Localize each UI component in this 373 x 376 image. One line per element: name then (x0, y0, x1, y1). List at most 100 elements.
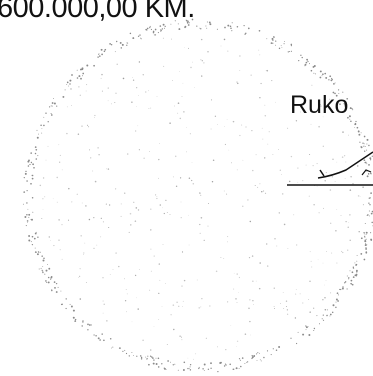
texture-dot (329, 98, 331, 100)
texture-dot (124, 300, 127, 302)
texture-dot (158, 177, 159, 179)
texture-dot (178, 305, 180, 307)
stipple-dot (352, 266, 354, 268)
texture-dot (220, 257, 222, 258)
texture-dot (93, 216, 95, 219)
texture-dot (287, 127, 289, 129)
stipple-dot (157, 32, 159, 34)
stipple-dot (95, 334, 97, 337)
texture-dot (211, 181, 214, 183)
texture-dot (259, 54, 261, 56)
stipple-dot (155, 357, 157, 359)
stipple-dot (66, 81, 69, 84)
stipple-dot (217, 370, 219, 373)
stipple-dot (191, 18, 194, 21)
stipple-dot (354, 262, 356, 264)
stipple-dot (243, 24, 245, 27)
stipple-dot (151, 356, 153, 358)
stipple-dot (48, 267, 51, 270)
texture-dot (286, 309, 289, 311)
stipple-dot (349, 118, 351, 120)
stipple-dot (128, 355, 130, 357)
stipple-dot (356, 126, 359, 129)
stipple-dot (98, 53, 100, 55)
stipple-dot (46, 281, 48, 283)
stipple-dot (140, 356, 143, 359)
texture-dot (172, 176, 174, 178)
texture-dot (313, 204, 315, 206)
stipple-dot (370, 212, 373, 215)
stipple-dot (120, 47, 123, 49)
stipple-dot (161, 28, 164, 30)
texture-dot (294, 317, 297, 319)
stipple-dot (54, 287, 56, 289)
texture-dot (318, 125, 320, 128)
texture-dot (309, 153, 311, 156)
texture-dot (293, 214, 295, 216)
texture-dot (236, 340, 239, 342)
stipple-dot (183, 361, 186, 364)
texture-dot (136, 87, 138, 89)
stipple-dot (203, 369, 205, 371)
texture-dot (329, 189, 332, 191)
stipple-dot (29, 163, 31, 166)
stipple-dot (65, 307, 67, 310)
stipple-dot (87, 329, 89, 331)
stipple-dot (275, 40, 277, 42)
stipple-dot (174, 20, 176, 22)
texture-dot (200, 217, 203, 219)
stipple-dot (245, 361, 247, 363)
stipple-dot (229, 363, 231, 366)
texture-dot (126, 153, 129, 155)
stipple-dot (23, 191, 26, 193)
texture-dot (183, 279, 186, 282)
stipple-dot (69, 79, 72, 82)
stipple-dot (244, 363, 246, 364)
stipple-dot (70, 88, 72, 90)
stipple-dot (51, 289, 53, 292)
texture-dot (81, 125, 83, 127)
stipple-dot (368, 144, 370, 147)
texture-dot (159, 204, 162, 206)
stipple-dot (238, 367, 240, 369)
stipple-dot (149, 355, 152, 357)
texture-dot (251, 255, 254, 257)
texture-dot (102, 277, 104, 279)
stipple-dot (116, 40, 118, 43)
texture-dot (316, 163, 318, 165)
texture-dot (324, 180, 326, 182)
stipple-dot (163, 27, 166, 29)
stipple-dot (50, 112, 52, 115)
stipple-dot (332, 91, 335, 94)
stipple-dot (366, 175, 369, 178)
stipple-dot (305, 326, 308, 329)
stipple-dot (348, 278, 350, 280)
stipple-dot (182, 369, 185, 371)
texture-dot (305, 164, 307, 166)
stipple-dot (118, 347, 121, 350)
texture-dot (236, 273, 238, 275)
stipple-dot (275, 44, 277, 46)
stipple-dot (35, 231, 37, 233)
texture-dot (180, 336, 183, 338)
stipple-dot (87, 323, 89, 326)
stipple-dot (304, 63, 307, 66)
texture-dot (107, 168, 110, 170)
texture-dot (44, 196, 46, 198)
stipple-dot (28, 239, 31, 242)
stipple-dot (56, 105, 58, 107)
texture-dot (262, 138, 264, 140)
texture-dot (261, 127, 263, 129)
texture-dot (125, 288, 127, 290)
stipple-dot (149, 26, 151, 29)
stipple-dot (366, 143, 368, 145)
texture-dot (232, 120, 235, 123)
stipple-dot (74, 318, 77, 321)
stipple-dot (159, 25, 162, 27)
texture-dot (163, 212, 165, 215)
texture-dot (93, 247, 95, 249)
stipple-dot (233, 368, 235, 370)
stipple-dot (140, 38, 142, 40)
stipple-dot (325, 76, 328, 79)
texture-dot (201, 75, 203, 77)
